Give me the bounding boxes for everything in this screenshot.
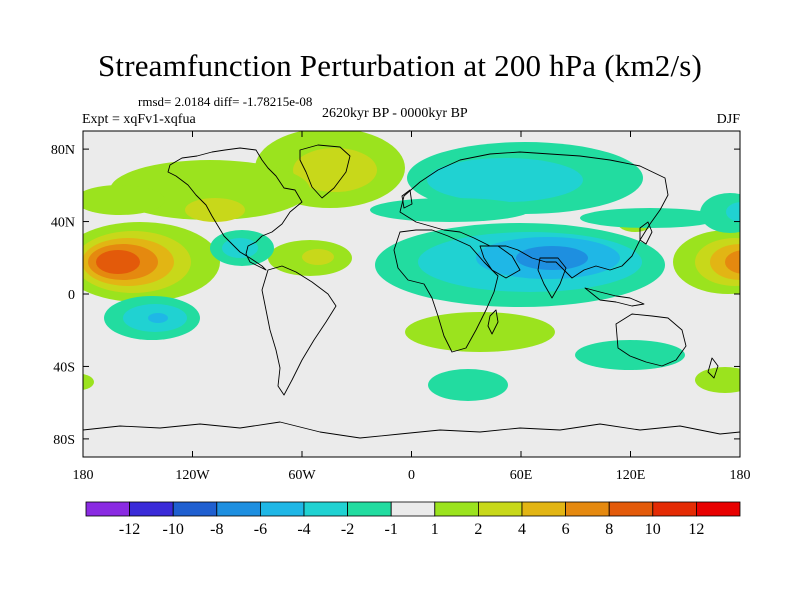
season-label: DJF bbox=[716, 112, 740, 127]
contour-pos2-indian-ocean bbox=[405, 312, 555, 352]
contour-pos10-tropical-pacific bbox=[96, 250, 140, 274]
legend-label: -4 bbox=[297, 521, 310, 538]
contour-pos2-west-pacific bbox=[83, 185, 165, 215]
contour-neg2-central-america bbox=[222, 238, 258, 258]
coastline-madagascar bbox=[487, 309, 499, 335]
legend-label: -10 bbox=[163, 521, 184, 538]
lat-tick-label: 0 bbox=[68, 288, 75, 303]
legend-swatch bbox=[390, 501, 436, 517]
lon-tick-label: 180 bbox=[730, 468, 751, 483]
lat-tick-label: 80N bbox=[51, 143, 75, 158]
lon-tick-label: 0 bbox=[408, 468, 415, 483]
coastline-africa bbox=[393, 229, 499, 353]
coastline-japan bbox=[639, 221, 653, 245]
coastline-uk bbox=[401, 189, 413, 209]
contour-pos2-south-pacific bbox=[695, 367, 740, 393]
field-layer bbox=[83, 131, 740, 457]
map-title: Streamfunction Perturbation at 200 hPa (… bbox=[97, 48, 703, 83]
contour-neg2-west-pacific-north bbox=[726, 202, 740, 222]
legend-label: 8 bbox=[605, 521, 613, 538]
contour-neg1-north-pacific bbox=[580, 208, 720, 228]
lon-tick-label: 60W bbox=[288, 468, 316, 483]
period-label: 2620kyr BP - 0000kyr BP bbox=[322, 106, 468, 121]
legend-label: -1 bbox=[385, 521, 398, 538]
legend-swatch bbox=[129, 501, 174, 517]
legend-label: -6 bbox=[254, 521, 267, 538]
legend-label: 6 bbox=[562, 521, 570, 538]
legend-label: -12 bbox=[119, 521, 140, 538]
experiment-label: Expt = xqFv1-xqfua bbox=[82, 112, 196, 127]
contour-neg4-east-pacific bbox=[148, 313, 168, 323]
legend-label: 12 bbox=[688, 521, 704, 538]
legend-swatch bbox=[172, 501, 218, 517]
rmsd-stats: rmsd= 2.0184 diff= -1.78215e-08 bbox=[138, 94, 313, 109]
legend-label: 10 bbox=[645, 521, 661, 538]
axis-ticks: 80N 40N 0 40S 80S 180 120W 60W 0 60E 120E 180 bbox=[51, 131, 751, 483]
legend-swatch bbox=[303, 501, 348, 517]
contour-neg1-south-indian bbox=[428, 369, 508, 401]
coastlines bbox=[83, 144, 740, 439]
lon-tick-label: 120W bbox=[175, 468, 210, 483]
coastline-australia bbox=[615, 313, 687, 367]
legend-swatch bbox=[259, 501, 305, 517]
coastline-arabia bbox=[479, 245, 521, 279]
legend-swatch bbox=[216, 501, 261, 517]
legend-swatch bbox=[696, 501, 741, 517]
coastline-greenland bbox=[299, 144, 351, 199]
legend-label: 1 bbox=[431, 521, 439, 538]
contour-neg1-australia bbox=[575, 340, 685, 370]
lon-tick-label: 180 bbox=[73, 468, 94, 483]
legend-swatch bbox=[85, 501, 130, 517]
color-legend: -12 -10 -8 -6 -4 -2 -1 1 2 4 6 8 10 12 bbox=[85, 501, 741, 538]
lon-tick-label: 60E bbox=[510, 468, 533, 483]
legend-label: 4 bbox=[518, 521, 526, 538]
lon-tick-label: 120E bbox=[616, 468, 646, 483]
legend-swatch bbox=[521, 501, 566, 517]
contour-pos8-date-line bbox=[725, 250, 740, 274]
coastline-eurasia bbox=[399, 151, 669, 279]
legend-swatch bbox=[565, 501, 610, 517]
contour-pos4-greenland bbox=[293, 148, 377, 192]
legend-swatch bbox=[477, 501, 523, 517]
contour-pos4-pacific bbox=[185, 198, 245, 222]
contour-neg2-eurasia bbox=[427, 158, 583, 202]
coastline-india bbox=[537, 257, 567, 299]
coastline-indonesia bbox=[584, 287, 645, 307]
coastline-north-america bbox=[167, 147, 303, 271]
legend-swatch bbox=[347, 501, 392, 517]
lat-tick-label: 80S bbox=[53, 433, 75, 448]
contour-neg1-west-pacific-north bbox=[700, 193, 740, 233]
legend-swatch bbox=[434, 501, 479, 517]
lat-tick-label: 40N bbox=[51, 216, 75, 231]
legend-label: -2 bbox=[341, 521, 354, 538]
legend-label: 2 bbox=[474, 521, 482, 538]
contour-pos2-far-south-pacific bbox=[83, 374, 94, 390]
legend-swatch bbox=[652, 501, 697, 517]
coastline-antarctica bbox=[83, 421, 740, 439]
legend-label: -8 bbox=[210, 521, 223, 538]
coastline-south-america bbox=[261, 265, 337, 396]
coastline-new-zealand bbox=[707, 357, 719, 379]
contour-neg1-north-atlantic bbox=[370, 198, 530, 222]
contour-pos4-tropical-atlantic bbox=[302, 249, 334, 265]
lat-tick-label: 40S bbox=[53, 360, 75, 375]
legend-swatch bbox=[608, 501, 654, 517]
